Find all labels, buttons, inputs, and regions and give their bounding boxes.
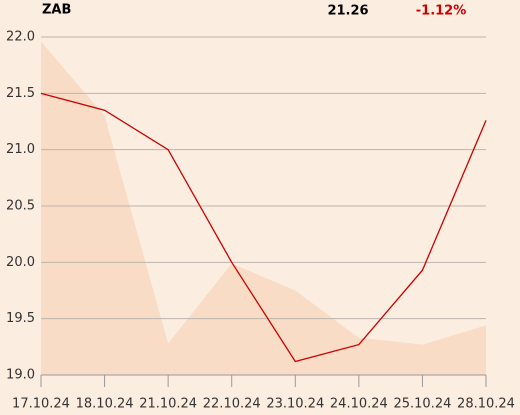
y-tick-label: 21.5 xyxy=(6,86,35,101)
x-tick-label: 17.10.24 xyxy=(12,397,70,412)
x-tick-label: 24.10.24 xyxy=(330,397,388,412)
y-tick-label: 19.5 xyxy=(6,311,35,326)
line xyxy=(40,92,487,363)
y-tick-label: 20.0 xyxy=(6,255,35,270)
y-tick-label: 21.0 xyxy=(6,142,35,157)
x-tick-label: 25.10.24 xyxy=(393,397,451,412)
change: -1.12% xyxy=(416,4,467,19)
area xyxy=(41,41,486,376)
x-tick-label: 28.10.24 xyxy=(457,397,515,412)
x-tick-label: 21.10.24 xyxy=(139,397,197,412)
x-tick-label: 23.10.24 xyxy=(266,397,324,412)
y-tick-label: 19.0 xyxy=(6,368,35,383)
price: 21.26 xyxy=(327,4,368,19)
y-tick-label: 22.0 xyxy=(6,30,35,45)
y-tick-label: 20.5 xyxy=(6,199,35,214)
x-tick-label: 22.10.24 xyxy=(203,397,261,412)
x-tick-label: 18.10.24 xyxy=(76,397,134,412)
symbol: ZAB xyxy=(42,3,71,18)
